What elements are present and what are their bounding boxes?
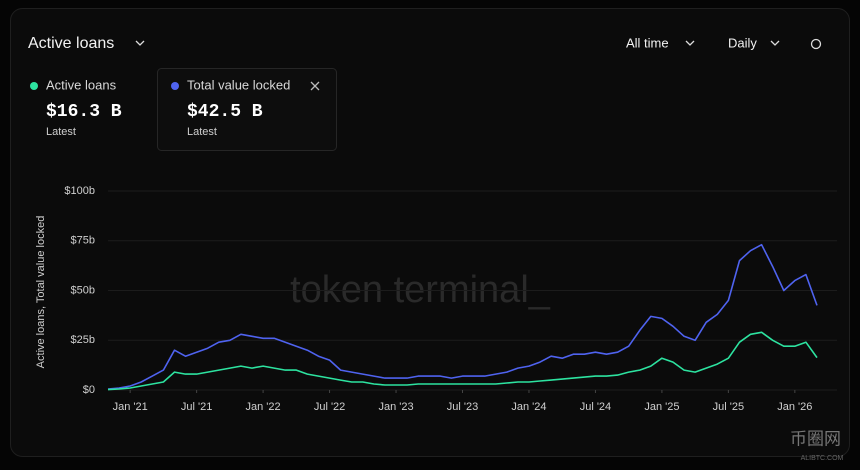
- range: All time: [626, 35, 669, 50]
- y-tick-label: $50b: [71, 284, 95, 296]
- legend-name: Total value locked: [187, 77, 290, 92]
- y-tick-label: $75b: [71, 235, 95, 247]
- y-tick-label: $25b: [71, 334, 95, 346]
- x-tick-label: Jul '22: [314, 401, 345, 413]
- x-tick-label: Jan '21: [113, 401, 148, 413]
- site-mark: 币圈网: [790, 429, 841, 448]
- range-selector[interactable]: All time: [626, 35, 695, 50]
- x-tick-label: Jul '24: [580, 401, 611, 413]
- legend-note: Latest: [187, 126, 217, 138]
- site-url: ALIBTC.COM: [801, 455, 844, 462]
- series-line: [107, 331, 818, 391]
- x-tick-label: Jan '22: [246, 401, 281, 413]
- legend: Active loans $16.3 B Latest Total value loc…: [30, 77, 290, 138]
- legend-dot: [30, 82, 38, 90]
- y-tick-label: $100b: [64, 185, 95, 197]
- legend-dot: [171, 82, 179, 90]
- x-tick-label: Jul '23: [447, 401, 478, 413]
- interval-selector[interactable]: Daily: [728, 35, 780, 50]
- y-tick-label: $0: [83, 384, 95, 396]
- title: Active loans: [28, 35, 114, 52]
- close-icon[interactable]: [310, 81, 320, 91]
- x-tick-label: Jan '26: [777, 401, 812, 413]
- interval: Daily: [728, 35, 757, 50]
- settings-icon[interactable]: [810, 38, 822, 50]
- y-axis-label: Active loans, Total value locked: [35, 216, 47, 369]
- plot: $0 $25b $50b $75b $100b Jan '21 Jul '21 Jan '22…: [64, 185, 837, 413]
- legend-note: Latest: [46, 126, 76, 138]
- chevron: [770, 40, 780, 46]
- metric-selector[interactable]: Active loans: [28, 35, 145, 52]
- x-tick-label: Jan '25: [644, 401, 679, 413]
- card: [10, 8, 850, 457]
- legend-latest: $42.5 B: [187, 102, 263, 122]
- x-tick-label: Jan '23: [378, 401, 413, 413]
- legend-latest: $16.3 B: [46, 102, 122, 122]
- series-line: [107, 243, 818, 390]
- x-tick-label: Jan '24: [511, 401, 546, 413]
- legend-card: [157, 68, 337, 151]
- chevron: [685, 40, 695, 46]
- x-tick-label: Jul '25: [713, 401, 744, 413]
- legend-name: Active loans: [46, 77, 117, 92]
- x-tick-label: Jul '21: [181, 401, 212, 413]
- chevron: [135, 40, 145, 46]
